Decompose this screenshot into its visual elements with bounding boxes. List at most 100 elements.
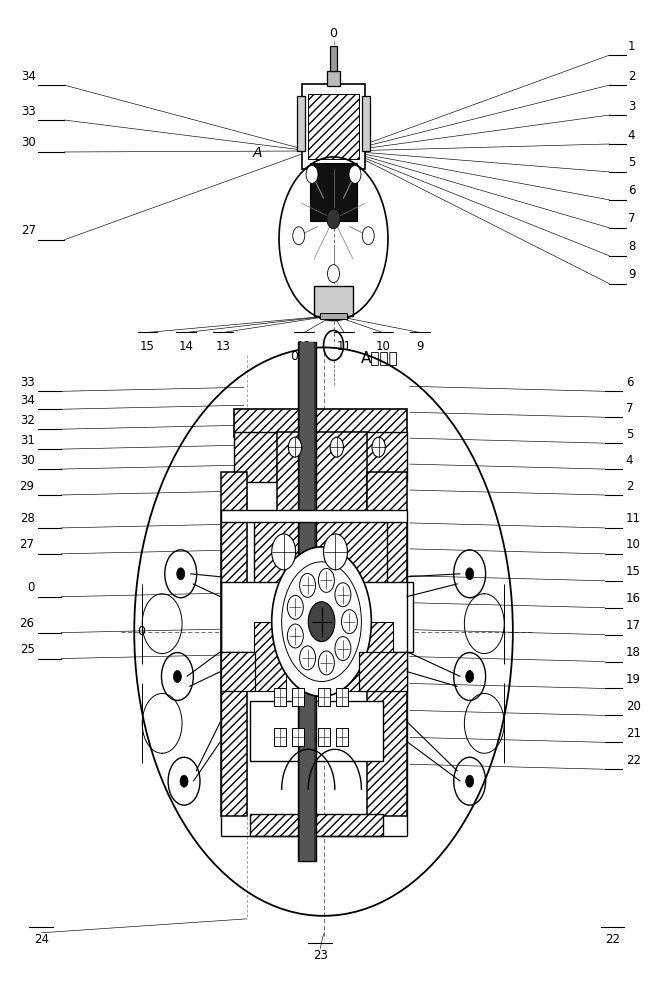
Text: A: A [252, 146, 262, 160]
Text: 29: 29 [19, 480, 35, 493]
Bar [362, 96, 370, 151]
Text: 20: 20 [626, 700, 640, 713]
Circle shape [173, 671, 181, 682]
Bar [297, 96, 305, 151]
Circle shape [293, 227, 305, 245]
Bar [251, 814, 384, 836]
Bar [253, 519, 387, 584]
Bar [344, 622, 394, 691]
Bar [300, 342, 313, 861]
Circle shape [271, 547, 372, 696]
Text: 0: 0 [27, 581, 35, 594]
Bar [318, 688, 330, 706]
Text: 3: 3 [628, 100, 635, 113]
Circle shape [299, 646, 315, 670]
Circle shape [466, 671, 474, 682]
Text: 8: 8 [628, 240, 635, 253]
Circle shape [299, 573, 315, 597]
Bar [234, 432, 277, 482]
Text: 17: 17 [626, 619, 641, 632]
Bar [327, 71, 340, 86]
Text: 21: 21 [626, 727, 641, 740]
Text: 6: 6 [628, 184, 635, 197]
Bar [336, 728, 348, 746]
Circle shape [271, 534, 295, 570]
Circle shape [335, 583, 351, 607]
Bar [367, 472, 407, 816]
Bar [319, 166, 348, 191]
Text: 7: 7 [626, 402, 633, 415]
Bar [329, 46, 338, 71]
Circle shape [323, 534, 348, 570]
Text: 12: 12 [297, 340, 311, 353]
Bar [313, 286, 354, 316]
Text: 33: 33 [20, 376, 35, 389]
Bar [221, 582, 414, 652]
Text: 31: 31 [20, 434, 35, 447]
Circle shape [327, 209, 340, 229]
Bar [274, 688, 286, 706]
Circle shape [342, 610, 358, 634]
Text: 27: 27 [19, 538, 35, 551]
Text: 10: 10 [626, 538, 640, 551]
Bar [292, 728, 304, 746]
Circle shape [466, 568, 474, 580]
Bar [298, 342, 315, 861]
Bar [337, 432, 407, 482]
Text: 16: 16 [626, 592, 641, 605]
Bar [320, 313, 347, 319]
Text: 4: 4 [626, 454, 633, 467]
Circle shape [180, 775, 188, 787]
Text: 1: 1 [628, 40, 635, 53]
Text: 5: 5 [626, 428, 633, 441]
Text: 25: 25 [20, 643, 35, 656]
Circle shape [287, 624, 303, 648]
Text: 7: 7 [628, 212, 635, 225]
Bar [301, 84, 366, 169]
Text: 9: 9 [628, 268, 635, 281]
Text: A～放大: A～放大 [361, 350, 399, 365]
Text: 11: 11 [337, 340, 352, 353]
Circle shape [306, 165, 318, 183]
Circle shape [318, 651, 334, 675]
Text: 33: 33 [21, 105, 36, 118]
Bar [308, 94, 359, 159]
Text: 22: 22 [626, 754, 641, 767]
Text: 15: 15 [140, 340, 155, 353]
Bar [274, 728, 286, 746]
Text: 28: 28 [20, 512, 35, 525]
Text: 30: 30 [20, 454, 35, 467]
Circle shape [288, 437, 301, 457]
Text: 2: 2 [626, 480, 633, 493]
Text: 30: 30 [21, 136, 36, 149]
Text: 26: 26 [19, 617, 35, 630]
Text: 2: 2 [628, 70, 635, 83]
Bar [318, 728, 330, 746]
Text: 6: 6 [626, 376, 633, 389]
Circle shape [335, 637, 351, 661]
Text: 0: 0 [137, 625, 145, 638]
Text: 23: 23 [313, 949, 327, 962]
Bar [221, 510, 407, 522]
Circle shape [330, 437, 344, 457]
Circle shape [308, 602, 335, 642]
Text: 10: 10 [376, 340, 390, 353]
Text: 15: 15 [626, 565, 640, 578]
Bar [336, 688, 348, 706]
Text: 19: 19 [626, 673, 641, 686]
Text: 11: 11 [626, 512, 641, 525]
Text: 18: 18 [626, 646, 640, 659]
Circle shape [349, 165, 361, 183]
Text: 13: 13 [216, 340, 231, 353]
Circle shape [318, 568, 334, 592]
Text: 5: 5 [628, 156, 635, 169]
Text: 34: 34 [20, 394, 35, 407]
Text: 9: 9 [416, 340, 424, 353]
Circle shape [177, 568, 185, 580]
Text: 0: 0 [329, 27, 338, 40]
Bar [292, 688, 304, 706]
Bar [234, 409, 407, 437]
Text: 0: 0 [289, 350, 297, 363]
Circle shape [287, 595, 303, 619]
Text: 32: 32 [20, 414, 35, 427]
